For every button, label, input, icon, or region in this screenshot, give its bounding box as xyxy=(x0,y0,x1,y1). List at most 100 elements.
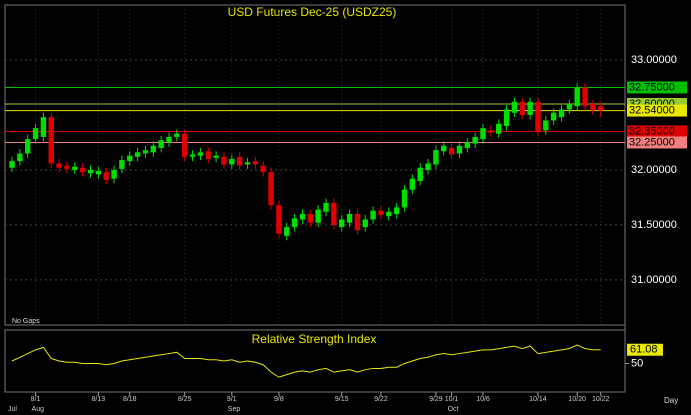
candle-body xyxy=(268,172,274,206)
level-label-box xyxy=(627,104,687,117)
candle-body xyxy=(103,172,109,180)
y-tick-label: 32.00000 xyxy=(631,164,677,176)
rsi-tick-label: 50 xyxy=(631,357,643,369)
candle-body xyxy=(205,151,211,159)
candle-body xyxy=(291,218,298,228)
candle-body xyxy=(401,189,408,208)
candle-body xyxy=(48,117,54,164)
candle-body xyxy=(64,165,70,169)
candle-body xyxy=(574,87,580,107)
level-label-box xyxy=(627,136,687,149)
candle-body xyxy=(590,103,596,111)
candle-body xyxy=(260,165,266,173)
candle-body xyxy=(393,207,400,214)
candle-body xyxy=(370,210,376,220)
candle-body xyxy=(17,153,23,162)
x-tick-label: 8/13 xyxy=(92,396,106,403)
x-tick-label: 8/18 xyxy=(123,396,137,403)
month-label: Aug xyxy=(32,406,45,413)
candle-body xyxy=(252,161,259,165)
y-tick-label: 33.00000 xyxy=(631,54,677,66)
candle-body xyxy=(25,139,31,154)
month-label: Jul xyxy=(8,406,17,413)
candle-body xyxy=(331,202,337,225)
candle-body xyxy=(323,202,329,212)
candle-body xyxy=(229,158,235,165)
candle-body xyxy=(598,106,604,111)
level-label-box xyxy=(627,81,687,94)
candle-body xyxy=(386,211,392,217)
candle-body xyxy=(496,123,502,134)
candle-body xyxy=(9,161,15,168)
candle-body xyxy=(519,101,525,115)
candle-body xyxy=(425,163,431,170)
candle-body xyxy=(527,101,533,115)
candle-body xyxy=(142,150,149,154)
candle-body xyxy=(558,109,565,118)
candle-body xyxy=(433,150,439,165)
candle-body xyxy=(134,152,141,157)
candle-body xyxy=(174,133,180,137)
candle-body xyxy=(56,163,62,168)
candle-body xyxy=(543,120,549,131)
candle-body xyxy=(464,142,470,148)
y-tick-label: 31.00000 xyxy=(631,274,677,286)
chart-title: USD Futures Dec-25 (USDZ25) xyxy=(228,5,397,19)
candle-body xyxy=(339,219,345,228)
candle-body xyxy=(480,128,486,140)
candle-body xyxy=(111,169,117,179)
month-label: Sep xyxy=(228,406,241,413)
x-tick-label: 9/15 xyxy=(335,396,349,403)
candle-body xyxy=(127,155,133,162)
candle-body xyxy=(40,117,47,137)
candle-body xyxy=(182,133,188,157)
x-tick-label: 9/22 xyxy=(374,396,388,403)
candle-body xyxy=(582,87,588,107)
candle-body xyxy=(472,136,478,144)
level-label: 32.54000 xyxy=(629,104,675,116)
level-label: 32.25000 xyxy=(629,136,675,148)
candle-body xyxy=(87,169,94,174)
candle-body xyxy=(456,145,463,154)
candle-body xyxy=(72,166,78,170)
x-tick-label: 10/6 xyxy=(476,396,490,403)
candle-body xyxy=(197,152,204,156)
candle-body xyxy=(284,227,290,236)
candle-body xyxy=(511,101,518,113)
candle-body xyxy=(189,154,196,157)
candle-body xyxy=(441,145,447,152)
level-label: 32.35000 xyxy=(629,125,675,137)
candle-body xyxy=(276,205,282,234)
x-tick-label: 10/22 xyxy=(592,396,610,403)
candle-body xyxy=(346,213,353,223)
candle-body xyxy=(488,130,494,133)
rsi-title: Relative Strength Index xyxy=(252,332,377,346)
candle-body xyxy=(417,167,423,181)
candle-body xyxy=(32,128,39,140)
x-tick-label: 8/25 xyxy=(178,396,192,403)
candle-body xyxy=(79,167,86,173)
candle-body xyxy=(236,156,243,166)
candle-body xyxy=(299,213,306,220)
candle-body xyxy=(221,156,227,165)
candle-body xyxy=(166,136,172,143)
month-label: Oct xyxy=(448,406,459,413)
rsi-line xyxy=(11,344,601,378)
x-axis-label: Day xyxy=(664,396,678,405)
candle-body xyxy=(307,213,313,223)
candle-body xyxy=(158,140,164,148)
candle-body xyxy=(119,160,125,169)
candle-body xyxy=(362,219,368,228)
candle-body xyxy=(244,162,251,165)
candle-body xyxy=(409,178,416,190)
candle-body xyxy=(354,213,361,231)
candle-body xyxy=(150,145,156,153)
candle-body xyxy=(213,155,219,158)
x-tick-label: 9/1 xyxy=(227,396,237,403)
level-label-box xyxy=(627,125,687,138)
candle-body xyxy=(566,103,573,110)
candle-body xyxy=(448,147,455,155)
y-tick-label: 31.50000 xyxy=(631,219,677,231)
candle-body xyxy=(378,210,384,216)
